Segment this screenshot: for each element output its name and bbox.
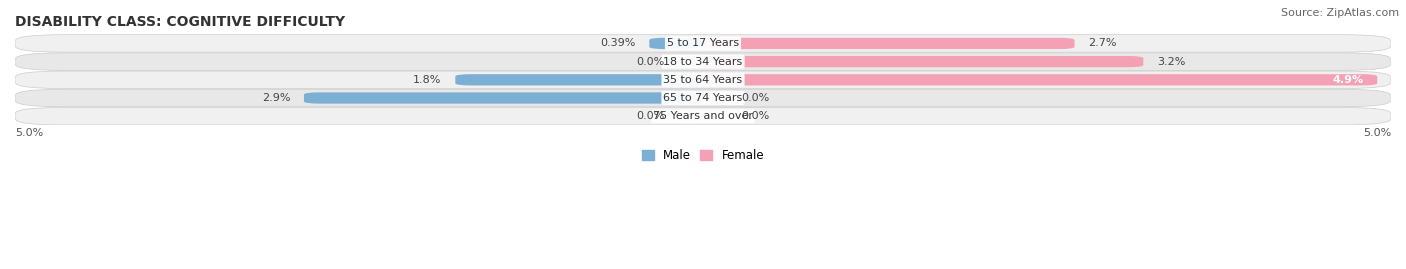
FancyBboxPatch shape [456,74,703,86]
FancyBboxPatch shape [15,108,1391,125]
Text: DISABILITY CLASS: COGNITIVE DIFFICULTY: DISABILITY CLASS: COGNITIVE DIFFICULTY [15,15,344,29]
FancyBboxPatch shape [15,89,1391,107]
Text: 18 to 34 Years: 18 to 34 Years [664,56,742,67]
Text: 2.9%: 2.9% [262,93,290,103]
FancyBboxPatch shape [15,35,1391,52]
Text: 35 to 64 Years: 35 to 64 Years [664,75,742,85]
Text: 5.0%: 5.0% [15,128,44,138]
Text: 65 to 74 Years: 65 to 74 Years [664,93,742,103]
Text: 3.2%: 3.2% [1157,56,1185,67]
FancyBboxPatch shape [304,92,703,104]
Text: 5 to 17 Years: 5 to 17 Years [666,38,740,48]
FancyBboxPatch shape [650,38,703,49]
Text: Source: ZipAtlas.com: Source: ZipAtlas.com [1281,8,1399,18]
FancyBboxPatch shape [703,38,1074,49]
Text: 0.0%: 0.0% [637,56,665,67]
FancyBboxPatch shape [15,71,1391,89]
FancyBboxPatch shape [678,56,703,67]
Text: 1.8%: 1.8% [413,75,441,85]
FancyBboxPatch shape [703,74,1378,86]
Text: 4.9%: 4.9% [1333,75,1364,85]
FancyBboxPatch shape [15,53,1391,70]
Text: 75 Years and over: 75 Years and over [652,111,754,121]
FancyBboxPatch shape [703,111,728,122]
Text: 0.0%: 0.0% [741,111,769,121]
FancyBboxPatch shape [678,111,703,122]
Text: 2.7%: 2.7% [1088,38,1116,48]
FancyBboxPatch shape [703,92,728,104]
Text: 5.0%: 5.0% [1362,128,1391,138]
Text: 0.39%: 0.39% [600,38,636,48]
FancyBboxPatch shape [703,56,1143,67]
Text: 0.0%: 0.0% [741,93,769,103]
Text: 0.0%: 0.0% [637,111,665,121]
Legend: Male, Female: Male, Female [637,144,769,167]
